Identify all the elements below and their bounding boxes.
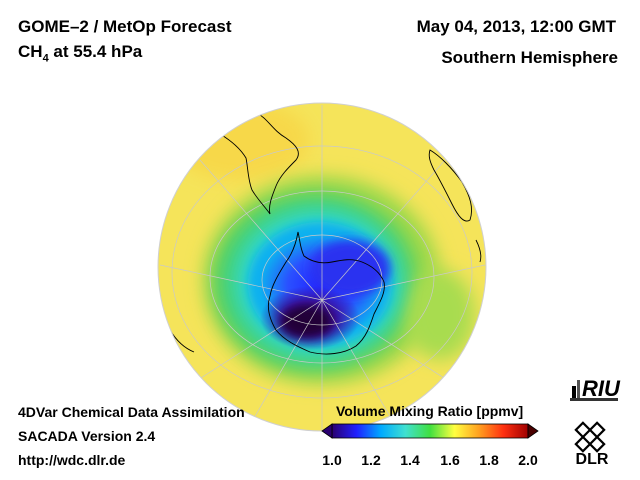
coastlines [169, 109, 482, 355]
colorbar-tick: 1.6 [440, 452, 460, 468]
hemisphere-label: Southern Hemisphere [441, 48, 618, 67]
riu-logo-text: RIU [582, 376, 621, 401]
colorbar-gradient [331, 423, 529, 439]
colorbar-tick: 1.4 [400, 452, 420, 468]
species-label: CH4 at 55.4 hPa [18, 42, 142, 64]
map-title: GOME–2 / MetOp Forecast [18, 17, 232, 36]
species-suffix: at 55.4 hPa [48, 42, 143, 61]
colorbar-tick: 1.0 [322, 452, 342, 468]
colorbar-min-arrow [321, 423, 333, 439]
colorbar [321, 423, 539, 439]
colorbar-tick: 1.2 [361, 452, 381, 468]
globe-field [158, 103, 486, 431]
forecast-date: May 04, 2013, 12:00 GMT [416, 17, 616, 36]
coast-africa [428, 149, 473, 222]
graticule [159, 105, 486, 431]
colorbar-title: Volume Mixing Ratio [ppmv] [336, 403, 524, 419]
colorbar-tick: 2.0 [518, 452, 538, 468]
field-green-east [405, 270, 475, 360]
coast-madagascar [475, 239, 482, 263]
footer-line-1: 4DVar Chemical Data Assimilation [18, 404, 245, 420]
coast-antarctica [267, 231, 385, 355]
riu-logo: RIU [570, 376, 621, 401]
species-subscript: 4 [42, 52, 49, 65]
species-prefix: CH [18, 42, 43, 61]
colorbar-tick: 1.8 [479, 452, 499, 468]
coast-south-america [207, 109, 299, 215]
field-dark-core [280, 306, 332, 338]
footer-url: http://wdc.dlr.de [18, 452, 126, 468]
dlr-logo-text: DLR [576, 451, 609, 468]
footer-line-2: SACADA Version 2.4 [18, 428, 156, 444]
dlr-logo: DLR [574, 421, 609, 468]
colorbar-max-arrow [527, 423, 539, 439]
